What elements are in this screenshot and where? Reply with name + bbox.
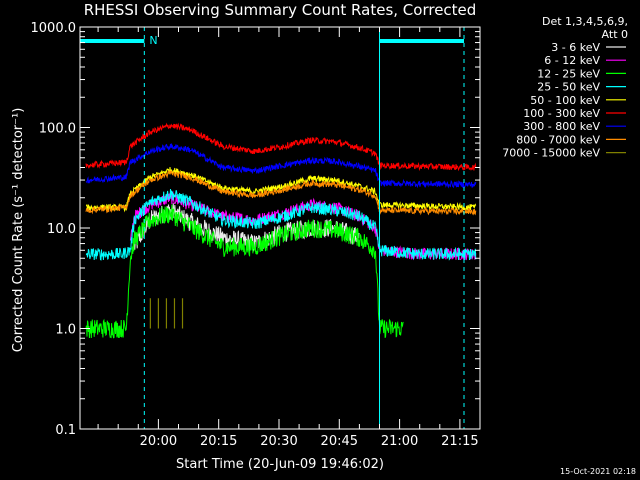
legend-label: 800 - 7000 keV (516, 133, 600, 146)
x-axis: 20:00 20:15 20:30 20:45 21:00 21:15 (97, 27, 481, 449)
legend-label: 7000 - 15000 keV (502, 147, 600, 160)
series-100to300keV (85, 122, 477, 172)
x-tick-label: 20:45 (321, 434, 358, 449)
legend-label: 6 - 12 keV (544, 54, 600, 67)
y-axis-label: Corrected Count Rate (s⁻¹ detector⁻¹) (11, 108, 26, 353)
legend-label: 3 - 6 keV (551, 41, 600, 54)
series-line (85, 143, 477, 189)
y-tick-label: 0.1 (55, 423, 76, 438)
y-tick-label: 10.0 (47, 222, 76, 237)
y-tick-label: 1.0 (55, 323, 76, 338)
y-axis: 0.1 1.0 10.0 100.0 1000.0 (31, 21, 480, 438)
series-800to7000keV (85, 169, 477, 216)
night-bar (379, 39, 464, 43)
series-line (85, 188, 477, 261)
night-label: N (149, 34, 157, 47)
timestamp: 15-Oct-2021 02:18 (560, 467, 636, 476)
x-tick-label: 21:00 (381, 434, 418, 449)
x-tick-label: 20:30 (260, 434, 297, 449)
x-axis-label: Start Time (20-Jun-09 19:46:02) (176, 457, 384, 472)
legend-header-line-1: Det 1,3,4,5,6,9, (542, 15, 628, 28)
x-tick-label: 20:15 (200, 434, 237, 449)
legend-label: 100 - 300 keV (523, 107, 600, 120)
series-12to25keV (85, 204, 404, 339)
series-50to100keV (85, 166, 477, 213)
series-300to800keV (85, 143, 477, 189)
legend-label: 50 - 100 keV (530, 94, 600, 107)
y-tick-label: 100.0 (39, 122, 76, 137)
x-tick-label: 20:00 (140, 434, 177, 449)
y-tick-label: 1000.0 (31, 21, 77, 36)
legend-header-line-2: Att 0 (602, 28, 628, 41)
night-bar (80, 39, 145, 43)
series-line (85, 166, 477, 213)
series-line (85, 122, 477, 172)
legend-label: 300 - 800 keV (523, 120, 600, 133)
legend-label: 12 - 25 keV (537, 67, 600, 80)
series-line (85, 169, 477, 216)
series-layer (85, 122, 477, 339)
series-7000to15000keV (149, 298, 184, 329)
series-line (85, 204, 404, 339)
x-tick-label: 21:15 (441, 434, 478, 449)
legend-label: 25 - 50 keV (537, 81, 600, 94)
series-25to50keV (85, 188, 477, 261)
chart-title: RHESSI Observing Summary Count Rates, Co… (84, 1, 477, 19)
